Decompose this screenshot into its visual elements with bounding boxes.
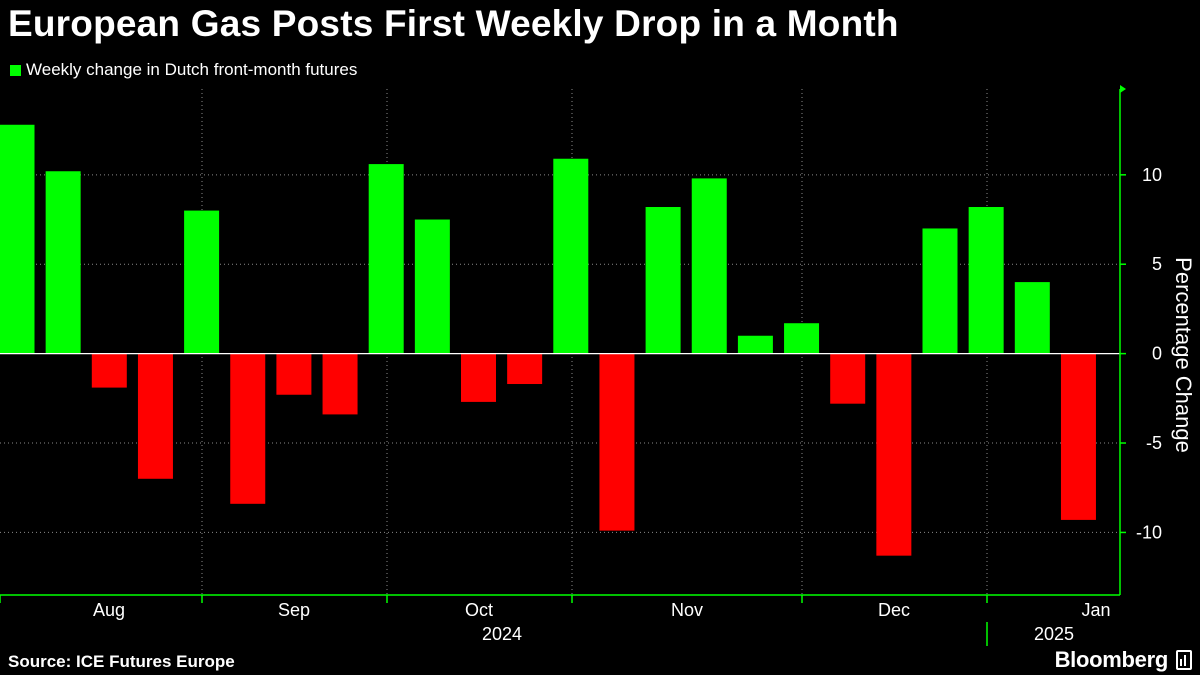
y-axis-label: Percentage Change (1171, 257, 1196, 453)
chart-title: European Gas Posts First Weekly Drop in … (8, 3, 899, 44)
bar (599, 353, 635, 531)
axis-layer: 10 5 0 -5 -10 Aug Sep Oct Nov Dec Jan 2024 2025 (0, 85, 1162, 646)
bar-layer (0, 124, 1096, 556)
bloomberg-logo: Bloomberg (1055, 647, 1192, 673)
year-label: 2025 (1034, 624, 1074, 644)
bar (368, 164, 404, 354)
bar (553, 158, 589, 354)
y-tick-label: 5 (1152, 254, 1162, 274)
bar (922, 228, 958, 354)
bar (876, 353, 912, 556)
bar (45, 171, 81, 354)
bar (645, 207, 681, 354)
bar (507, 353, 543, 385)
x-tick-label: Aug (93, 600, 125, 620)
legend-swatch (10, 64, 21, 76)
bar (322, 353, 358, 415)
x-tick-label: Sep (278, 600, 310, 620)
bar (737, 335, 773, 354)
bar (968, 207, 1004, 354)
bar (0, 124, 35, 354)
bar (691, 178, 727, 354)
bar (784, 323, 820, 354)
bar (461, 353, 496, 402)
bar (830, 353, 866, 404)
year-label: 2024 (482, 624, 522, 644)
y-tick-label: 0 (1152, 344, 1162, 364)
legend: Weekly change in Dutch front-month futur… (10, 60, 357, 80)
y-tick-label: 10 (1142, 165, 1162, 185)
bar (1060, 353, 1096, 520)
y-axis-arrow (1120, 85, 1126, 93)
bar (184, 210, 220, 354)
x-tick-label: Dec (878, 600, 910, 620)
x-tick-label: Oct (465, 600, 493, 620)
bar (414, 219, 450, 354)
bar-chart-icon (1176, 650, 1192, 670)
bar (137, 353, 173, 479)
bar (1014, 282, 1050, 354)
bar (276, 353, 312, 395)
x-tick-label: Jan (1081, 600, 1110, 620)
legend-label: Weekly change in Dutch front-month futur… (26, 60, 358, 79)
x-tick-label: Nov (671, 600, 703, 620)
bar (91, 353, 127, 388)
y-tick-label: -5 (1146, 433, 1162, 453)
bar (230, 353, 266, 504)
y-tick-label: -10 (1136, 522, 1162, 542)
source-note: Source: ICE Futures Europe (8, 652, 235, 671)
brand-name: Bloomberg (1054, 647, 1169, 672)
